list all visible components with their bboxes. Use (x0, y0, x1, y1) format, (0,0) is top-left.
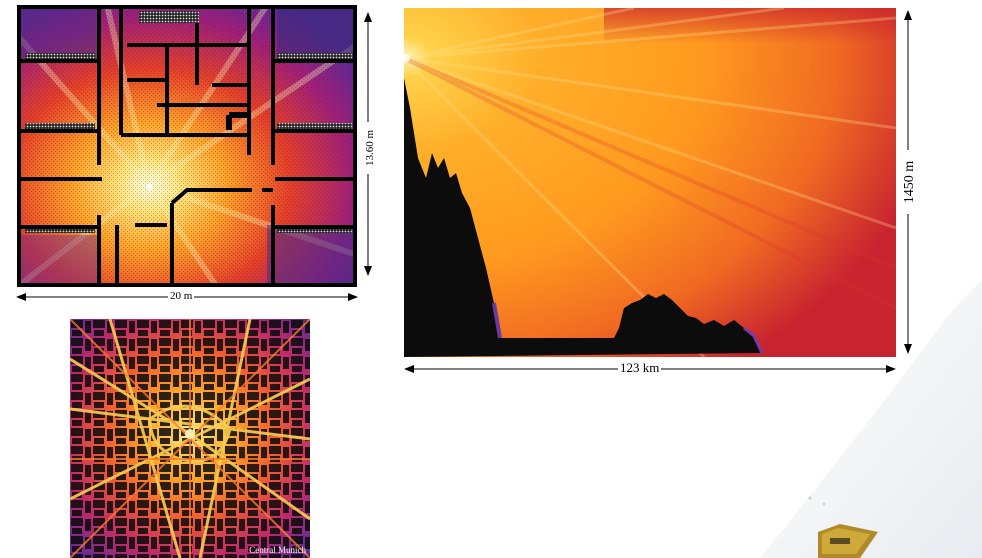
indoor-propagation-map (17, 5, 357, 287)
terrain-height-label: 1450 m (902, 150, 917, 214)
urban-transmitter-marker (185, 429, 195, 439)
terrain-transmitter-marker (404, 54, 410, 62)
floorplan-walls (17, 5, 357, 287)
terrain-propagation-panel (404, 8, 896, 357)
indoor-floorplan-panel (17, 5, 357, 287)
terrain-silhouette (404, 78, 762, 357)
transmitter-marker (146, 184, 152, 190)
urban-propagation-panel: Central Munich (70, 319, 310, 558)
background-device-image (760, 280, 982, 558)
terrain-width-label: 123 km (618, 360, 662, 375)
indoor-width-label: 20 m (168, 290, 195, 302)
indoor-height-label: 13.60 m (364, 122, 376, 174)
urban-caption: Central Munich (249, 545, 306, 555)
urban-propagation-map (70, 319, 310, 558)
device-icon (818, 524, 878, 558)
terrain-propagation-map (404, 8, 896, 357)
